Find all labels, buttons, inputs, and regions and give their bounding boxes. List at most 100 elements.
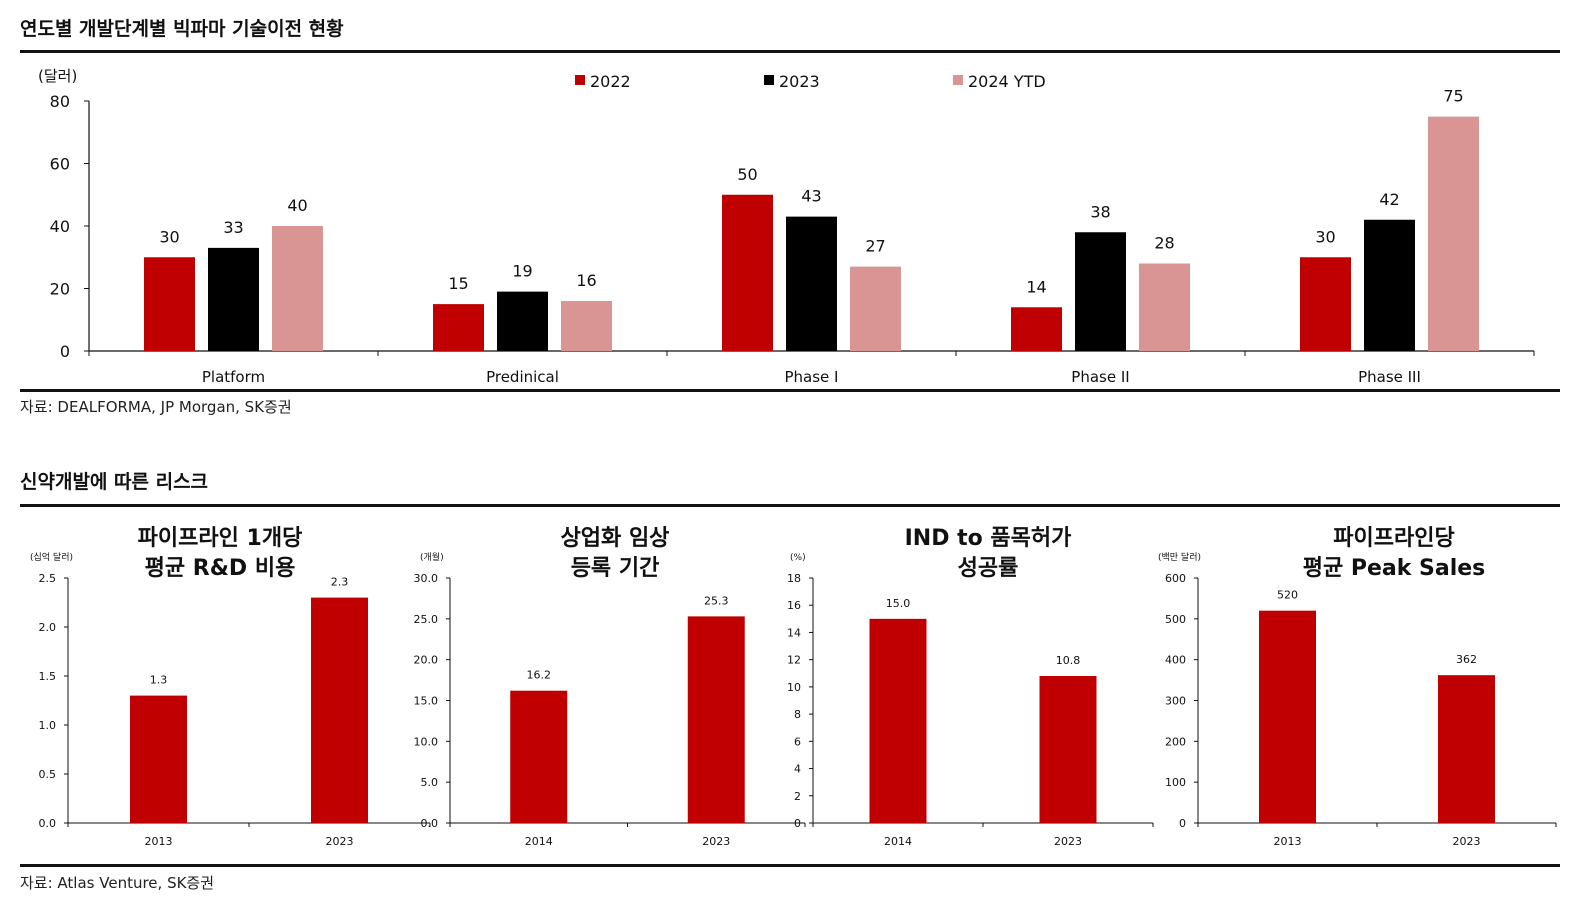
- bar-value-label: 15.0: [886, 597, 911, 610]
- y-tick-label: 300: [1165, 695, 1186, 708]
- y-tick-label: 15.0: [414, 695, 439, 708]
- bar-2022: [722, 194, 773, 351]
- legend-swatch: [575, 75, 585, 85]
- chart-title-line: 상업화 임상: [561, 526, 670, 551]
- y-tick-label: 1.5: [39, 670, 57, 683]
- legend-swatch: [953, 75, 963, 85]
- section1-source: 자료: DEALFORMA, JP Morgan, SK증권: [20, 398, 292, 416]
- bar-value-label: 16.2: [527, 669, 552, 682]
- x-category-label: 2023: [326, 835, 354, 848]
- section2-bottom-rule: [20, 864, 1560, 867]
- bar-value-label: 75: [1443, 87, 1463, 106]
- x-category-label: 2013: [1274, 835, 1302, 848]
- bar: [1259, 610, 1316, 823]
- y-unit-label: (백만 달러): [1158, 551, 1201, 563]
- bar-2024-ytd: [272, 226, 323, 351]
- bar-2023: [1075, 232, 1126, 351]
- x-category-label: Platform: [202, 368, 265, 386]
- bar-2023: [1364, 219, 1415, 351]
- bar-2023: [497, 291, 548, 351]
- section1-top-rule: [20, 50, 1560, 53]
- y-tick-label: 25.0: [414, 613, 439, 626]
- y-tick-label: 10.0: [414, 735, 439, 748]
- y-tick-label: 2.5: [39, 572, 57, 585]
- y-tick-label: 4: [794, 763, 801, 776]
- y-tick-label: 10: [787, 681, 801, 694]
- bar-2024-ytd: [561, 301, 612, 351]
- y-tick-label: 80: [50, 92, 70, 111]
- chart-title-line: 파이프라인 1개당: [138, 526, 303, 551]
- chart-title-line: IND to 품목허가: [905, 526, 1072, 551]
- y-tick-label: 5.0: [421, 776, 439, 789]
- bar-2023: [208, 247, 259, 351]
- y-tick-label: 400: [1165, 654, 1186, 667]
- legend-label: 2023: [779, 72, 820, 91]
- bar: [311, 597, 368, 823]
- y-tick-label: 0.5: [39, 768, 57, 781]
- x-category-label: 2023: [1054, 835, 1082, 848]
- bar-value-label: 10.8: [1056, 654, 1081, 667]
- y-tick-label: 60: [50, 155, 70, 174]
- bar-value-label: 520: [1277, 589, 1298, 602]
- chart-title-line: 등록 기간: [571, 556, 660, 581]
- bar-2022: [1300, 257, 1351, 351]
- bar-value-label: 2.3: [331, 576, 349, 589]
- bar-value-label: 50: [737, 165, 757, 184]
- y-tick-label: 1.0: [39, 719, 57, 732]
- y-tick-label: 0: [60, 342, 70, 361]
- bar-value-label: 19: [512, 262, 532, 281]
- bar-value-label: 14: [1026, 277, 1046, 296]
- x-category-label: Predinical: [486, 368, 559, 386]
- y-tick-label: 2: [794, 790, 801, 803]
- y-unit-label: (%): [790, 553, 806, 563]
- y-tick-label: 20.0: [414, 654, 439, 667]
- y-tick-label: 16: [787, 599, 801, 612]
- y-tick-label: 0: [1179, 817, 1186, 830]
- x-category-label: Phase I: [785, 368, 839, 386]
- bar: [130, 695, 187, 823]
- bar-2022: [144, 257, 195, 351]
- section1-title: 연도별 개발단계별 빅파마 기술이전 현황: [20, 18, 344, 40]
- bar-value-label: 43: [801, 187, 821, 206]
- y-tick-label: 500: [1165, 613, 1186, 626]
- bar-2024-ytd: [1139, 263, 1190, 351]
- y-tick-label: 30.0: [414, 572, 439, 585]
- bar-value-label: 42: [1379, 190, 1399, 209]
- bar-value-label: 362: [1456, 653, 1477, 666]
- y-tick-label: 20: [50, 280, 70, 299]
- bar-value-label: 30: [159, 227, 179, 246]
- bar: [1039, 676, 1097, 823]
- x-category-label: Phase II: [1071, 368, 1129, 386]
- bar-value-label: 28: [1154, 234, 1174, 253]
- y-tick-label: 0.0: [39, 817, 57, 830]
- x-category-label: 2014: [525, 835, 553, 848]
- y-unit-label: (십억 달러): [30, 551, 73, 563]
- y-unit-label: (개월): [420, 551, 444, 563]
- chart-title-line: 파이프라인당: [1333, 526, 1454, 551]
- y-unit-label: (달러): [38, 67, 77, 85]
- bar: [1438, 675, 1495, 823]
- y-tick-label: 600: [1165, 572, 1186, 585]
- bar-value-label: 1.3: [150, 674, 168, 687]
- bar-value-label: 25.3: [704, 594, 729, 607]
- y-tick-label: 100: [1165, 776, 1186, 789]
- bar: [510, 690, 568, 823]
- bar-value-label: 27: [865, 237, 885, 256]
- bar-2024-ytd: [1428, 116, 1479, 351]
- y-tick-label: 40: [50, 217, 70, 236]
- bar-value-label: 33: [223, 218, 243, 237]
- legend-label: 2024 YTD: [968, 72, 1046, 91]
- chart-title-line: 평균 R&D 비용: [145, 556, 296, 581]
- bar-2022: [1011, 307, 1062, 351]
- bar-value-label: 15: [448, 274, 468, 293]
- bar: [869, 618, 927, 823]
- y-tick-label: 2.0: [39, 621, 57, 634]
- section2-top-rule: [20, 504, 1560, 507]
- bar: [687, 616, 745, 823]
- legend-label: 2022: [590, 72, 631, 91]
- y-tick-label: 0: [794, 817, 801, 830]
- section2-title: 신약개발에 따른 리스크: [20, 471, 209, 493]
